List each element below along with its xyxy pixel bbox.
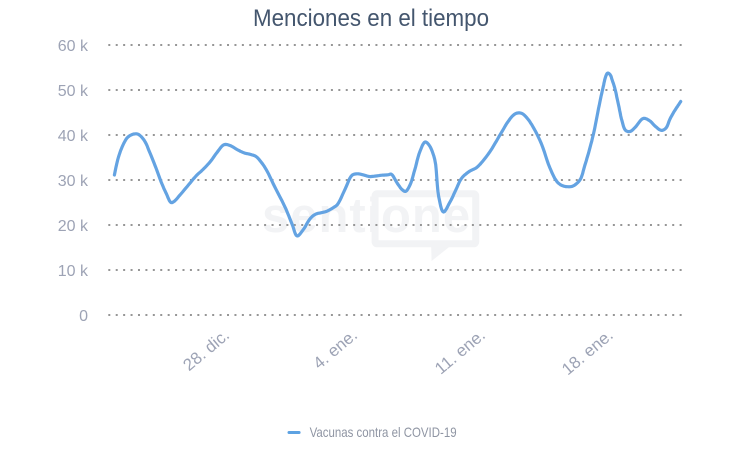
svg-text:40 k: 40 k [58, 128, 89, 145]
svg-text:Vacunas contra el COVID-19: Vacunas contra el COVID-19 [310, 424, 457, 440]
svg-text:Menciones en el tiempo: Menciones en el tiempo [253, 5, 489, 32]
svg-text:60 k: 60 k [58, 38, 89, 55]
svg-text:50 k: 50 k [58, 83, 89, 100]
svg-text:0: 0 [79, 308, 88, 325]
svg-text:30 k: 30 k [58, 173, 89, 190]
svg-text:10 k: 10 k [58, 263, 89, 280]
svg-text:20 k: 20 k [58, 218, 89, 235]
svg-text:one: one [381, 189, 471, 243]
